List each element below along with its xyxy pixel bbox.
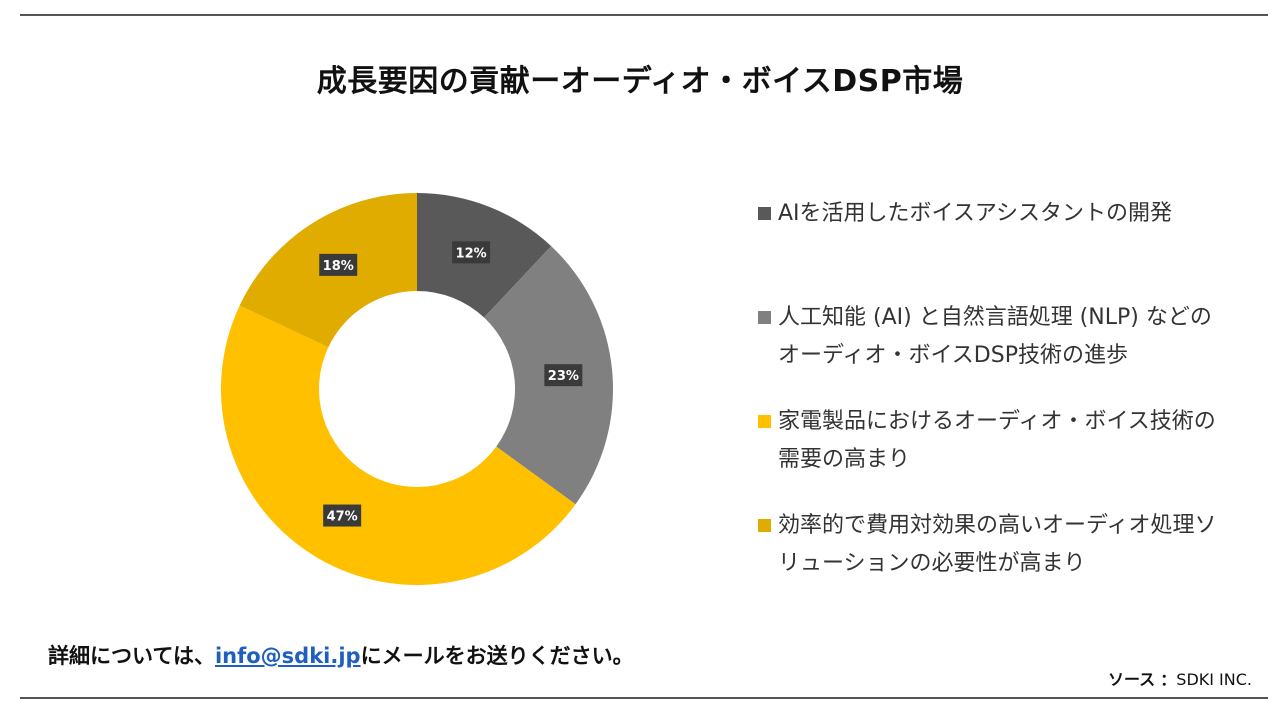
donut-chart: 12% 23% 47% 18% <box>221 193 613 585</box>
legend-item: 人工知能 (AI) と自然言語処理 (NLP) などのオーディオ・ボイスDSP技… <box>758 299 1238 375</box>
svg-text:12%: 12% <box>456 246 487 261</box>
svg-text:23%: 23% <box>548 369 579 384</box>
contact-prefix: 詳細については、 <box>48 644 215 668</box>
legend-label: AIを活用したボイスアシスタントの開発 <box>778 201 1172 226</box>
source-label: ソース <box>1107 670 1156 689</box>
top-rule <box>20 14 1268 16</box>
legend-swatch <box>758 311 771 324</box>
legend-swatch <box>758 519 771 532</box>
bottom-rule <box>20 697 1268 699</box>
slice-data-label: 47% <box>323 504 362 527</box>
svg-text:47%: 47% <box>327 510 358 525</box>
legend-swatch <box>758 415 771 428</box>
chart-title: 成長要因の貢献ーオーディオ・ボイスDSP市場 <box>316 64 964 99</box>
legend-label: 家電製品におけるオーディオ・ボイス技術の需要の高まり <box>778 409 1216 472</box>
source-separator: ： <box>1160 670 1177 689</box>
legend-item: AIを活用したボイスアシスタントの開発 <box>758 195 1238 233</box>
source-value: SDKI INC. <box>1176 670 1252 689</box>
contact-suffix: にメールをお送りください。 <box>360 644 634 668</box>
source-credit: ソース ：SDKI INC. <box>1108 666 1252 690</box>
donut-slice <box>221 305 576 585</box>
legend-label: 効率的で費用対効果の高いオーディオ処理ソリューションの必要性が高まり <box>778 513 1217 576</box>
contact-email-link[interactable]: info@sdki.jp <box>214 644 361 668</box>
legend-item: 家電製品におけるオーディオ・ボイス技術の需要の高まり <box>758 403 1238 479</box>
svg-text:18%: 18% <box>323 259 354 274</box>
legend-item: 効率的で費用対効果の高いオーディオ処理ソリューションの必要性が高まり <box>758 507 1238 583</box>
legend-swatch <box>758 207 771 220</box>
contact-note: 詳細については、info@sdki.jpにメールをお送りください。 <box>48 640 634 670</box>
slice-data-label: 23% <box>544 364 583 387</box>
slice-data-label: 12% <box>452 241 491 264</box>
slice-data-label: 18% <box>319 253 358 276</box>
legend-label: 人工知能 (AI) と自然言語処理 (NLP) などのオーディオ・ボイスDSP技… <box>778 305 1212 368</box>
